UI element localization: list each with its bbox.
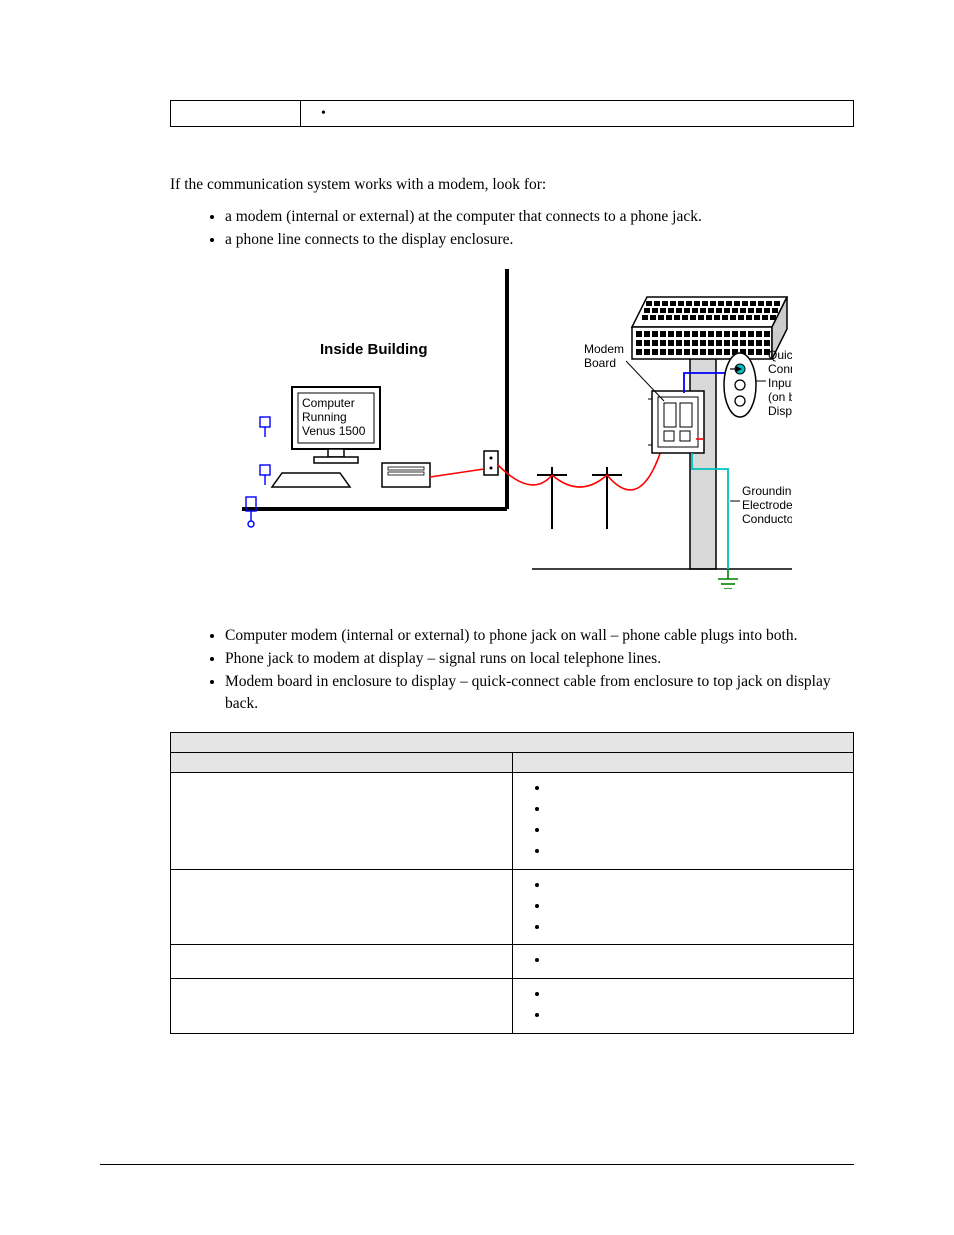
list-item xyxy=(549,842,846,861)
intro-bullet-list: a modem (internal or external) at the co… xyxy=(170,206,854,251)
ground-label-2: Electrode xyxy=(742,498,792,512)
modem-board-label-1: Modem xyxy=(584,342,624,356)
table-header-left xyxy=(171,753,513,773)
qc-label-2: Connect xyxy=(768,362,792,376)
table-row-left xyxy=(171,945,513,979)
qc-label-4: (on back of xyxy=(768,390,792,404)
table-row-right xyxy=(512,945,854,979)
list-item xyxy=(549,918,846,937)
body-bullet-list: Computer modem (internal or external) to… xyxy=(170,625,854,715)
list-item xyxy=(549,951,846,970)
list-item: a phone line connects to the display enc… xyxy=(225,229,854,250)
top-table-right-cell xyxy=(301,101,854,127)
led-display-icon xyxy=(632,297,787,359)
top-mini-table xyxy=(170,100,854,127)
table-row-right xyxy=(512,979,854,1034)
table-row-left xyxy=(171,979,513,1034)
page: If the communication system works with a… xyxy=(0,0,954,1235)
inside-building-label: Inside Building xyxy=(320,341,428,358)
troubleshoot-table xyxy=(170,732,854,1034)
list-item: Computer modem (internal or external) to… xyxy=(225,625,854,646)
list-item: Phone jack to modem at display – signal … xyxy=(225,648,854,669)
list-item xyxy=(549,800,846,819)
modem-diagram: Inside Building Computer Running Venus 1… xyxy=(232,269,792,589)
list-item xyxy=(549,985,846,1004)
computer-label-line-3: Venus 1500 xyxy=(302,424,366,438)
modem-board-label-2: Board xyxy=(584,356,616,370)
list-item xyxy=(549,876,846,895)
ground-label-1: Grounding xyxy=(742,484,792,498)
list-item xyxy=(549,1006,846,1025)
list-item xyxy=(549,897,846,916)
footer-rule xyxy=(100,1164,854,1165)
list-item xyxy=(549,779,846,798)
ground-label-3: Conductor xyxy=(742,512,792,526)
intro-paragraph: If the communication system works with a… xyxy=(170,175,854,196)
table-header-full xyxy=(171,733,854,753)
top-table-left-cell xyxy=(171,101,301,127)
computer-label-line-2: Running xyxy=(302,410,347,424)
list-item xyxy=(549,821,846,840)
list-item: Modem board in enclosure to display – qu… xyxy=(225,671,854,714)
table-row-right xyxy=(512,773,854,870)
table-header-right xyxy=(512,753,854,773)
computer-label-line-1: Computer xyxy=(302,396,355,410)
list-item: a modem (internal or external) at the co… xyxy=(225,206,854,227)
table-row-left xyxy=(171,869,513,945)
qc-label-5: Display) xyxy=(768,404,792,418)
qc-label-3: Inputs xyxy=(768,376,792,390)
qc-label-1: Quick xyxy=(768,348,792,362)
table-row-right xyxy=(512,869,854,945)
table-row-left xyxy=(171,773,513,870)
